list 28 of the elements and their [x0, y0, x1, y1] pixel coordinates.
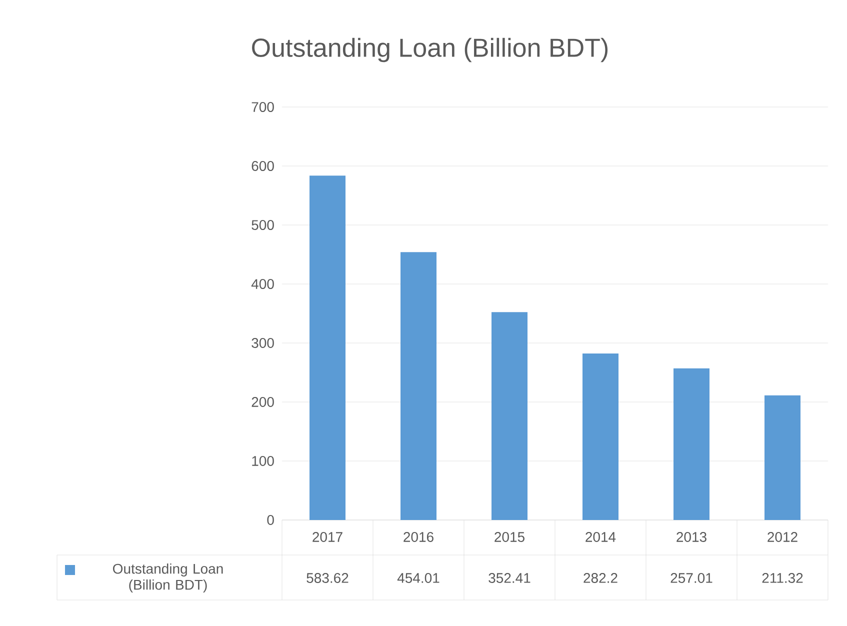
- data-label: 257.01: [670, 573, 712, 583]
- bar: [673, 368, 710, 520]
- x-tick-label: 2012: [768, 532, 798, 542]
- chart-title: Outstanding Loan (Billion BDT): [252, 38, 608, 62]
- data-label: 583.62: [306, 573, 348, 583]
- x-tick-label: 2016: [404, 532, 434, 542]
- x-tick-label: 2013: [676, 532, 706, 542]
- y-tick-label: 600: [252, 161, 274, 171]
- y-tick-label: 400: [251, 279, 274, 289]
- x-tick-label: 2017: [312, 532, 342, 542]
- data-label: 352.41: [488, 573, 530, 583]
- x-tick-label: 2014: [586, 532, 616, 542]
- bar: [310, 176, 346, 520]
- bar: [400, 252, 436, 520]
- y-tick-label: 700: [252, 102, 274, 112]
- x-tick-label: 2015: [494, 532, 524, 542]
- bar: [492, 312, 528, 520]
- text: Outstanding Loan (Billion BDT): [113, 563, 223, 593]
- bar: [582, 354, 618, 520]
- y-tick-label: 100: [252, 456, 274, 466]
- data-label: 454.01: [397, 573, 440, 583]
- bar: [764, 395, 800, 520]
- y-tick-label: 500: [252, 220, 274, 230]
- y-tick-label: 0: [267, 515, 274, 525]
- y-tick-label: 200: [252, 397, 274, 407]
- data-label: 211.32: [762, 573, 803, 583]
- y-tick-label: 300: [252, 338, 274, 348]
- data-label: 282.2: [584, 573, 618, 583]
